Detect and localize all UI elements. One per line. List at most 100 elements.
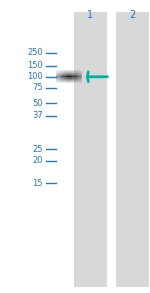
- Bar: [70, 78, 71, 79]
- Bar: [74, 70, 75, 71]
- Bar: [77, 79, 78, 80]
- Bar: [61, 78, 62, 79]
- Bar: [58, 83, 59, 84]
- Bar: [76, 73, 77, 74]
- Bar: [69, 75, 70, 76]
- Bar: [77, 70, 78, 71]
- Bar: [66, 78, 67, 79]
- Bar: [79, 70, 80, 71]
- Bar: [77, 77, 78, 78]
- Bar: [70, 82, 71, 83]
- Bar: [64, 80, 65, 81]
- Bar: [73, 76, 74, 77]
- Bar: [58, 70, 59, 71]
- Bar: [65, 76, 66, 77]
- Bar: [76, 82, 77, 83]
- Bar: [72, 70, 73, 71]
- Bar: [58, 79, 59, 80]
- Bar: [73, 83, 74, 84]
- Bar: [81, 77, 82, 78]
- Bar: [65, 70, 66, 71]
- Bar: [57, 70, 58, 71]
- Bar: [59, 72, 60, 73]
- Bar: [76, 77, 77, 78]
- Bar: [57, 72, 58, 73]
- Bar: [66, 82, 67, 83]
- Bar: [72, 83, 73, 84]
- Bar: [72, 78, 73, 79]
- Text: 15: 15: [32, 179, 43, 188]
- Bar: [64, 70, 65, 71]
- Bar: [75, 74, 76, 75]
- Bar: [75, 72, 76, 73]
- Bar: [65, 72, 66, 73]
- Bar: [63, 82, 64, 83]
- Bar: [61, 82, 62, 83]
- Bar: [63, 77, 64, 78]
- Bar: [68, 72, 69, 73]
- Bar: [59, 83, 60, 84]
- Bar: [74, 74, 75, 75]
- Bar: [63, 71, 64, 72]
- Bar: [60, 80, 61, 81]
- Bar: [65, 82, 66, 83]
- Bar: [78, 77, 79, 78]
- Bar: [56, 82, 57, 83]
- Bar: [56, 79, 57, 80]
- Bar: [58, 80, 59, 81]
- Bar: [68, 73, 69, 74]
- Bar: [66, 74, 67, 75]
- Bar: [57, 75, 58, 76]
- Bar: [64, 83, 65, 84]
- Bar: [63, 74, 64, 75]
- Bar: [74, 83, 75, 84]
- Bar: [60, 72, 61, 73]
- Bar: [70, 80, 71, 81]
- Bar: [71, 71, 72, 72]
- Bar: [116, 12, 148, 287]
- Bar: [81, 70, 82, 71]
- Bar: [77, 78, 78, 79]
- Bar: [67, 79, 68, 80]
- Bar: [59, 82, 60, 83]
- Bar: [79, 81, 80, 82]
- Bar: [76, 78, 77, 79]
- Bar: [67, 74, 68, 75]
- Bar: [60, 82, 61, 83]
- Bar: [61, 77, 62, 78]
- Bar: [74, 76, 75, 77]
- Bar: [71, 82, 72, 83]
- Bar: [68, 71, 69, 72]
- Bar: [78, 74, 79, 75]
- Bar: [75, 76, 76, 77]
- Bar: [56, 76, 57, 77]
- Bar: [59, 76, 60, 77]
- Bar: [75, 82, 76, 83]
- Bar: [73, 78, 74, 79]
- Bar: [75, 75, 76, 76]
- Bar: [60, 71, 61, 72]
- Bar: [60, 78, 61, 79]
- Bar: [62, 77, 63, 78]
- Bar: [56, 78, 57, 79]
- Bar: [62, 71, 63, 72]
- Bar: [81, 83, 82, 84]
- Bar: [62, 75, 63, 76]
- Bar: [77, 71, 78, 72]
- Bar: [78, 79, 79, 80]
- Bar: [68, 74, 69, 75]
- Bar: [65, 73, 66, 74]
- Bar: [75, 78, 76, 79]
- Bar: [75, 70, 76, 71]
- Bar: [65, 79, 66, 80]
- Bar: [66, 81, 67, 82]
- Bar: [67, 70, 68, 71]
- Bar: [69, 77, 70, 78]
- Bar: [58, 73, 59, 74]
- Bar: [65, 78, 66, 79]
- Bar: [62, 72, 63, 73]
- Bar: [75, 77, 76, 78]
- Bar: [60, 74, 61, 75]
- Bar: [70, 74, 71, 75]
- Bar: [62, 73, 63, 74]
